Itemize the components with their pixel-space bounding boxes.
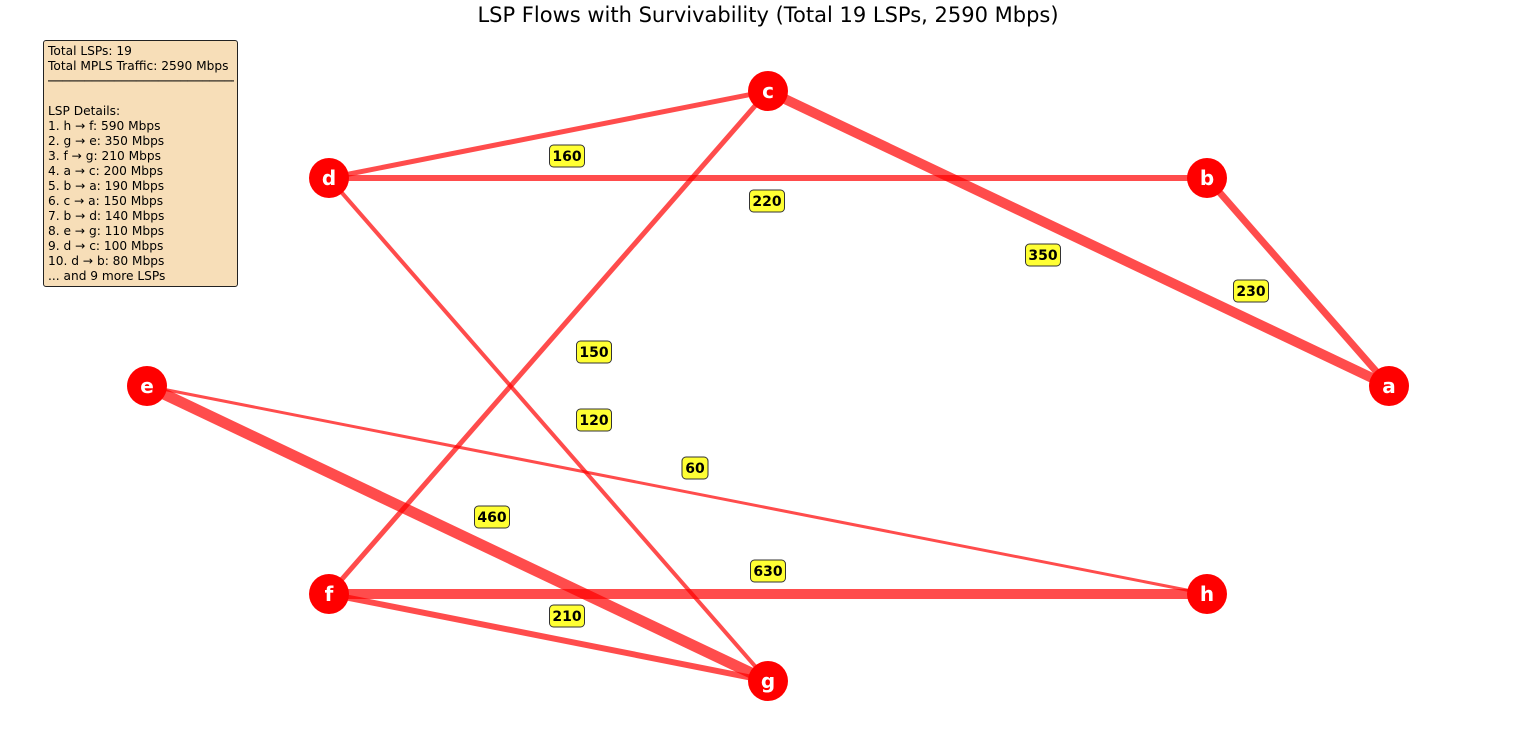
edge-f-g bbox=[328, 591, 769, 684]
edge-label-c-f: 150 bbox=[576, 340, 612, 364]
edge-label-text: 230 bbox=[1236, 284, 1265, 300]
edge-label-text: 60 bbox=[685, 461, 705, 477]
node-e[interactable]: e bbox=[127, 366, 167, 406]
edge-label-d-g: 120 bbox=[576, 408, 612, 432]
node-label: c bbox=[762, 79, 774, 103]
node-d[interactable]: d bbox=[309, 158, 349, 198]
lsp-detail-1: 1. h → f: 590 Mbps bbox=[48, 119, 161, 133]
edge-label-b-a: 230 bbox=[1233, 279, 1269, 303]
lsp-detail-6: 6. c → a: 150 Mbps bbox=[48, 194, 164, 208]
diagram-title: LSP Flows with Survivability (Total 19 L… bbox=[477, 3, 1059, 27]
lsp-details-header: LSP Details: bbox=[48, 104, 121, 118]
edge-label-text: 220 bbox=[752, 194, 781, 210]
lsp-detail-8: 8. e → g: 110 Mbps bbox=[48, 224, 165, 238]
edge-label-c-a: 350 bbox=[1025, 243, 1061, 267]
edge-label-text: 150 bbox=[579, 345, 608, 361]
node-b[interactable]: b bbox=[1187, 158, 1227, 198]
lsp-detail-7: 7. b → d: 140 Mbps bbox=[48, 209, 165, 223]
lsp-detail-3: 3. f → g: 210 Mbps bbox=[48, 149, 161, 163]
lsp-detail-10: 10. d → b: 80 Mbps bbox=[48, 254, 165, 268]
edge-b-a bbox=[1204, 175, 1392, 389]
node-f[interactable]: f bbox=[309, 574, 349, 614]
edge-label-d-c: 160 bbox=[549, 144, 585, 168]
node-label: h bbox=[1200, 582, 1214, 606]
separator-line: ────────────────────────── bbox=[48, 74, 234, 88]
lsp-detail-4: 4. a → c: 200 Mbps bbox=[48, 164, 164, 178]
edge-label-text: 630 bbox=[753, 564, 782, 580]
lsp-detail-2: 2. g → e: 350 Mbps bbox=[48, 134, 165, 148]
node-label: b bbox=[1200, 166, 1214, 190]
edge-c-a bbox=[765, 86, 1392, 391]
node-label: f bbox=[325, 582, 334, 606]
edge-label-text: 210 bbox=[552, 609, 581, 625]
edge-label-f-h: 630 bbox=[750, 559, 786, 583]
edge-label-f-g: 210 bbox=[549, 604, 585, 628]
edge-e-g bbox=[144, 381, 771, 686]
lsp-detail-9: 9. d → c: 100 Mbps bbox=[48, 239, 164, 253]
edges-layer bbox=[144, 86, 1392, 686]
edge-label-d-b: 220 bbox=[749, 189, 785, 213]
node-label: d bbox=[322, 166, 336, 190]
node-label: a bbox=[1382, 374, 1396, 398]
node-c[interactable]: c bbox=[748, 71, 788, 111]
more-lsps-text: ... and 9 more LSPs bbox=[48, 269, 166, 283]
edge-label-e-g: 460 bbox=[474, 505, 510, 529]
edge-d-c bbox=[328, 88, 769, 181]
nodes-layer: a b c d e f g h bbox=[127, 71, 1409, 701]
edge-d-g bbox=[327, 176, 770, 683]
edge-label-text: 120 bbox=[579, 413, 608, 429]
node-h[interactable]: h bbox=[1187, 574, 1227, 614]
total-lsps-text: Total LSPs: 19 bbox=[48, 44, 132, 58]
edge-label-text: 160 bbox=[552, 149, 581, 165]
node-label: g bbox=[761, 669, 775, 693]
lsp-info-box: Total LSPs: 19 Total MPLS Traffic: 2590 … bbox=[43, 40, 238, 287]
node-a[interactable]: a bbox=[1369, 366, 1409, 406]
edge-labels-layer: 630 460 350 230 220 210 160 150 120 60 bbox=[474, 144, 1269, 628]
lsp-detail-5: 5. b → a: 190 Mbps bbox=[48, 179, 165, 193]
edge-label-text: 350 bbox=[1028, 248, 1057, 264]
node-label: e bbox=[140, 374, 154, 398]
edge-c-f bbox=[327, 89, 770, 596]
edge-label-text: 460 bbox=[477, 510, 506, 526]
edge-e-h bbox=[146, 384, 1208, 596]
edge-label-e-h: 60 bbox=[681, 456, 709, 480]
total-traffic-text: Total MPLS Traffic: 2590 Mbps bbox=[48, 59, 229, 73]
node-g[interactable]: g bbox=[748, 661, 788, 701]
